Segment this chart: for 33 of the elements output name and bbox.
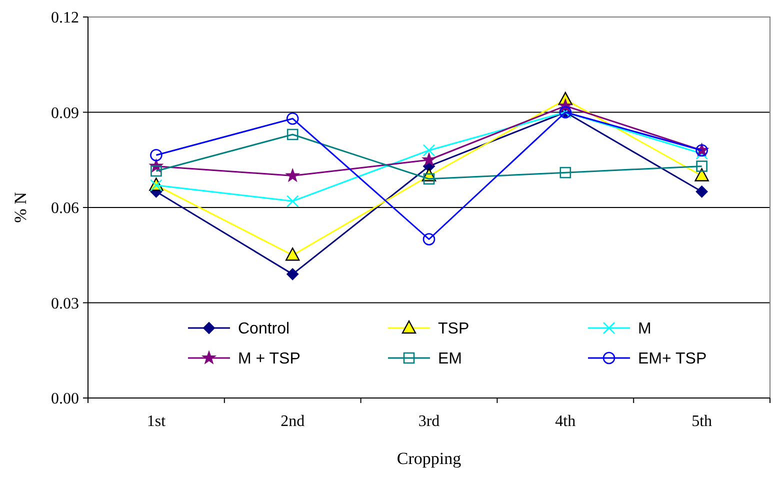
- legend-label: EM: [438, 350, 462, 368]
- point: [422, 144, 436, 156]
- point: [696, 160, 708, 172]
- y-tick-label: 0.00: [51, 390, 79, 408]
- legend-label: EM+ TSP: [638, 350, 707, 368]
- point: [150, 148, 162, 162]
- point: [286, 168, 300, 182]
- x-tick-label: 3rd: [418, 413, 440, 430]
- point: [422, 152, 436, 166]
- point: [694, 168, 709, 182]
- point: [286, 128, 298, 140]
- point: [422, 233, 436, 246]
- x-tick-label: 2nd: [280, 413, 305, 430]
- y-tick-label: 0.09: [51, 104, 79, 122]
- point: [286, 195, 299, 208]
- y-tick-label: 0.06: [51, 200, 79, 218]
- y-tick-label: 0.12: [51, 10, 79, 27]
- x-axis-title: Cropping: [396, 449, 462, 468]
- legend-label: M: [638, 320, 652, 338]
- point: [286, 248, 300, 261]
- y-tick-label: 0.03: [51, 295, 79, 312]
- x-tick-label: 5th: [692, 413, 712, 430]
- legend-label: TSP: [438, 320, 470, 338]
- point: [286, 112, 299, 125]
- x-tick-label: 4th: [555, 413, 576, 430]
- point: [423, 173, 435, 185]
- point: [286, 268, 299, 280]
- x-tick-label: 1st: [146, 413, 166, 430]
- y-axis-title: % N: [11, 192, 30, 223]
- point: [560, 166, 572, 178]
- point: [696, 186, 708, 198]
- legend-label: Control: [238, 320, 290, 338]
- legend-label: M + TSP: [238, 350, 300, 368]
